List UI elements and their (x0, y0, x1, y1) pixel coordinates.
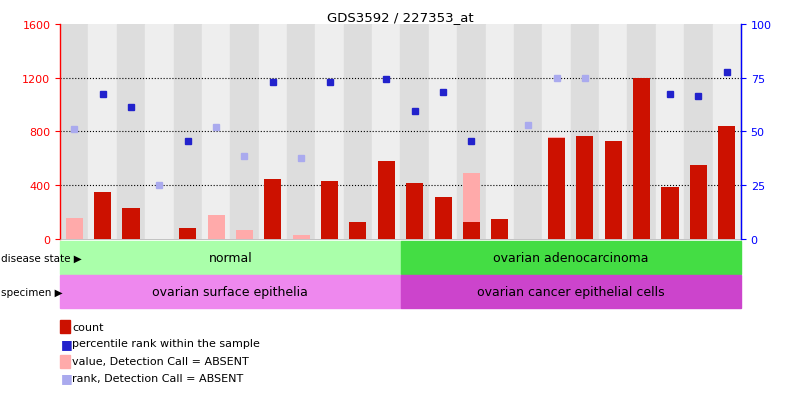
Bar (491, 219, 509, 240)
Bar (605, 142, 622, 240)
Title: GDS3592 / 227353_at: GDS3592 / 227353_at (327, 11, 474, 24)
Text: ovarian surface epithelia: ovarian surface epithelia (152, 286, 308, 299)
Text: percentile rank within the sample: percentile rank within the sample (72, 338, 260, 349)
Text: value, Detection Call = ABSENT: value, Detection Call = ABSENT (72, 356, 249, 367)
Bar (287, 25, 316, 240)
Bar (400, 25, 429, 240)
Bar (236, 230, 253, 240)
Bar (548, 138, 565, 240)
Text: disease state ▶: disease state ▶ (1, 253, 82, 263)
Text: ovarian adenocarcinoma: ovarian adenocarcinoma (493, 252, 649, 265)
Text: specimen ▶: specimen ▶ (1, 287, 62, 297)
Text: ■: ■ (61, 337, 73, 350)
Bar (718, 127, 735, 240)
Bar (207, 216, 224, 240)
Bar (231, 25, 259, 240)
Bar (117, 25, 145, 240)
Bar (372, 25, 400, 240)
Bar (656, 25, 684, 240)
Bar (60, 242, 400, 275)
Bar (174, 25, 202, 240)
Bar (548, 139, 565, 240)
Bar (349, 222, 366, 240)
Bar (429, 25, 457, 240)
Bar (202, 25, 231, 240)
Bar (463, 174, 480, 240)
Bar (662, 187, 678, 240)
Bar (60, 276, 400, 309)
Bar (123, 209, 139, 240)
Bar (292, 235, 310, 240)
Bar (88, 25, 117, 240)
Bar (179, 229, 196, 240)
Bar (60, 25, 88, 240)
Bar (485, 25, 514, 240)
Bar (690, 166, 706, 240)
Bar (264, 179, 281, 240)
Text: count: count (72, 322, 103, 332)
Bar (316, 25, 344, 240)
Bar (463, 222, 480, 240)
Bar (713, 25, 741, 240)
Text: ovarian cancer epithelial cells: ovarian cancer epithelial cells (477, 286, 665, 299)
Bar (259, 25, 287, 240)
Text: normal: normal (208, 252, 252, 265)
Bar (457, 25, 485, 240)
Text: ■: ■ (61, 372, 73, 385)
Bar (406, 183, 423, 240)
Bar (633, 78, 650, 240)
Bar (378, 162, 395, 240)
Bar (145, 25, 174, 240)
Bar (400, 276, 741, 309)
Bar (434, 198, 452, 240)
Bar (684, 25, 713, 240)
Bar (542, 25, 570, 240)
Bar (570, 25, 599, 240)
Bar (66, 218, 83, 240)
Bar (95, 192, 111, 240)
Bar (400, 242, 741, 275)
Text: rank, Detection Call = ABSENT: rank, Detection Call = ABSENT (72, 373, 244, 383)
Bar (627, 25, 656, 240)
Bar (514, 25, 542, 240)
Bar (599, 25, 627, 240)
Bar (321, 182, 338, 240)
Bar (577, 136, 594, 240)
Bar (344, 25, 372, 240)
